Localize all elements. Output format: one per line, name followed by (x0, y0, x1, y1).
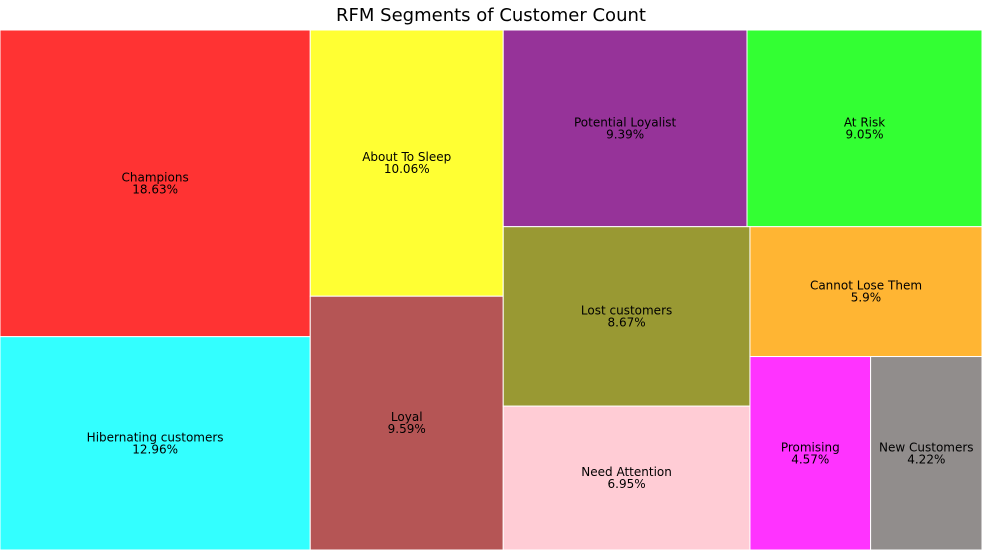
tile-label: Hibernating customers (87, 430, 224, 444)
tile-percent: 9.05% (845, 127, 883, 141)
tile-label: Cannot Lose Them (810, 279, 922, 293)
tile-rect-loyal (309, 295, 504, 550)
tile-label: New Customers (879, 440, 974, 454)
tile-label: Potential Loyalist (574, 115, 677, 129)
tile-label: Loyal (391, 410, 423, 424)
tile-percent: 8.67% (608, 315, 646, 329)
tile-label: At Risk (844, 115, 885, 129)
tile-percent: 12.96% (132, 442, 178, 456)
tile-rect-need-attention (502, 405, 751, 550)
tile-percent: 4.57% (791, 452, 829, 466)
tile-rect-cannot-lose-them (749, 226, 982, 358)
tile-label: Need Attention (581, 465, 672, 479)
tile-rect-at-risk (746, 29, 982, 228)
tile-label: About To Sleep (362, 150, 451, 164)
tile-percent: 9.59% (388, 422, 426, 436)
tile-percent: 5.9% (851, 291, 882, 305)
tile-rect-new-customers (870, 356, 982, 550)
tile-rect-champions (0, 29, 311, 338)
chart-title: RFM Segments of Customer Count (336, 5, 646, 26)
tile-percent: 6.95% (608, 477, 646, 491)
tile-label: Promising (781, 440, 840, 454)
tile-rect-about-to-sleep (309, 29, 504, 297)
tile-rect-lost-customers (502, 226, 751, 407)
tile-label: Lost customers (581, 303, 672, 317)
tile-rect-potential-loyalist (502, 29, 748, 228)
tile-percent: 10.06% (384, 162, 430, 176)
tile-percent: 18.63% (132, 182, 178, 196)
tile-percent: 9.39% (606, 127, 644, 141)
tile-rect-promising (749, 356, 872, 550)
tile-label: Champions (122, 170, 189, 184)
tile-percent: 4.22% (907, 452, 945, 466)
